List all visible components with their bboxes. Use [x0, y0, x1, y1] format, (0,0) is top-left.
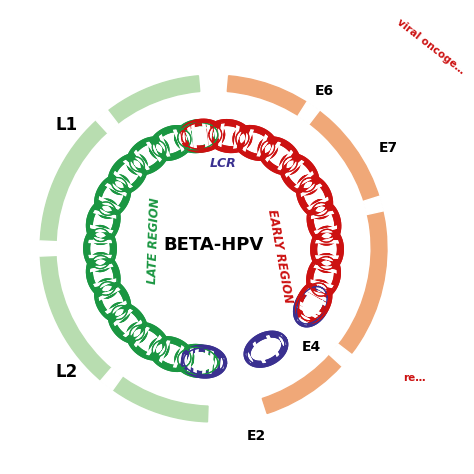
- Wedge shape: [298, 101, 319, 124]
- Text: L1: L1: [55, 116, 77, 134]
- Wedge shape: [227, 76, 387, 413]
- Wedge shape: [96, 110, 118, 133]
- Text: E7: E7: [379, 141, 398, 155]
- Wedge shape: [329, 344, 352, 366]
- Text: re…: re…: [403, 373, 425, 383]
- Wedge shape: [363, 196, 383, 215]
- Text: BETA-HPV: BETA-HPV: [164, 237, 264, 255]
- Text: viral oncoge…: viral oncoge…: [395, 17, 466, 76]
- Text: E6: E6: [314, 84, 333, 98]
- Text: E4: E4: [302, 340, 321, 354]
- Wedge shape: [100, 368, 122, 391]
- Text: LCR: LCR: [210, 157, 237, 170]
- Text: E2: E2: [247, 429, 266, 443]
- Wedge shape: [39, 241, 57, 256]
- Text: L2: L2: [55, 363, 77, 381]
- Wedge shape: [40, 76, 208, 422]
- Text: EARLY REGION: EARLY REGION: [265, 209, 294, 304]
- Text: LATE REGION: LATE REGION: [146, 197, 162, 284]
